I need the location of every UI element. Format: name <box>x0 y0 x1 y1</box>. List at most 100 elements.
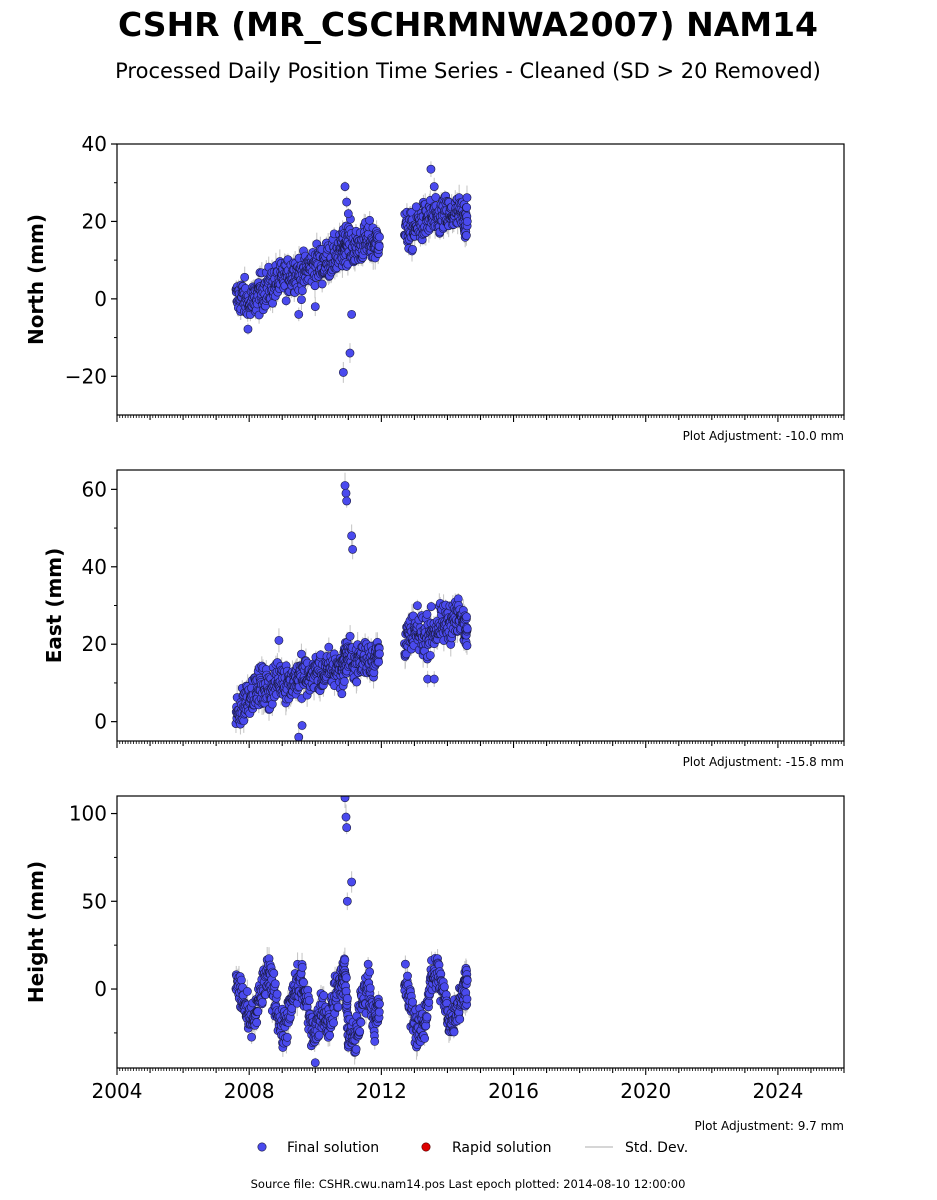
data-point <box>347 309 357 319</box>
data-point <box>297 286 307 296</box>
data-point <box>297 295 306 305</box>
y-tick-label: 60 <box>82 477 107 501</box>
data-point <box>400 959 410 969</box>
data-point <box>422 609 432 619</box>
y-axis-label: East (mm) <box>42 548 66 664</box>
data-point <box>426 164 436 174</box>
data-point <box>341 488 351 498</box>
data-point <box>310 302 320 311</box>
data-point <box>462 217 472 226</box>
data-point <box>341 986 351 996</box>
plot-area <box>231 796 472 1068</box>
data-point <box>253 1007 263 1017</box>
data-point <box>310 281 320 291</box>
y-tick-label: 0 <box>94 287 107 311</box>
data-point <box>440 982 449 992</box>
data-point <box>294 732 304 741</box>
data-point <box>333 1002 343 1012</box>
data-point <box>338 368 348 377</box>
data-point <box>462 624 472 634</box>
data-point <box>294 309 304 319</box>
data-point <box>348 544 358 554</box>
data-point <box>337 689 347 699</box>
data-point <box>342 896 352 906</box>
data-point <box>462 994 472 1004</box>
data-point <box>281 296 291 306</box>
plot-frame <box>116 795 845 1069</box>
plot-frame <box>116 143 845 416</box>
data-point <box>375 999 384 1009</box>
data-point <box>236 975 246 985</box>
data-point <box>343 209 353 219</box>
data-point <box>272 989 282 999</box>
panel-north: −20 0 20 40 North (mm) Plot Adjustment: -10.0… <box>24 132 845 443</box>
plot-adjustment: Plot Adjustment: -15.8 mm <box>683 755 844 769</box>
data-point <box>341 812 351 822</box>
data-point <box>282 1032 292 1042</box>
data-point <box>425 650 435 660</box>
data-point <box>408 245 418 254</box>
data-point <box>270 979 280 989</box>
data-point <box>340 796 350 803</box>
data-point <box>462 641 472 651</box>
final-solution-points <box>231 796 472 1068</box>
data-point <box>411 202 421 212</box>
data-point <box>314 1030 324 1040</box>
data-point <box>375 232 384 242</box>
data-point <box>449 1027 459 1037</box>
data-point <box>403 971 412 981</box>
data-point <box>462 193 472 203</box>
data-point <box>351 1044 361 1054</box>
data-point <box>370 1036 380 1046</box>
data-point <box>365 967 375 977</box>
data-point <box>462 612 471 622</box>
y-tick-label: 0 <box>94 710 107 734</box>
data-point <box>240 272 250 282</box>
data-point <box>267 699 277 709</box>
data-point <box>375 649 384 659</box>
data-point <box>429 674 439 684</box>
data-point <box>426 602 436 611</box>
figure-title: CSHR (MR_CSCHRMNWA2007) NAM14 <box>118 5 818 44</box>
data-point <box>319 991 329 1000</box>
data-point <box>355 1027 365 1036</box>
data-point <box>340 676 349 686</box>
data-point <box>345 631 355 641</box>
data-point <box>297 649 306 659</box>
data-point <box>356 1017 366 1027</box>
data-point <box>297 962 307 972</box>
plot-area <box>231 472 472 741</box>
final-solution-points <box>231 481 472 741</box>
data-point <box>455 1014 465 1024</box>
data-point <box>342 823 352 832</box>
data-point <box>342 197 352 207</box>
data-point <box>242 987 252 996</box>
plot-area <box>231 161 472 383</box>
data-point <box>340 481 350 490</box>
figure-subtitle: Processed Daily Position Time Series - C… <box>115 59 821 83</box>
data-point <box>347 877 357 887</box>
data-point <box>413 601 422 611</box>
final-solution-points <box>231 164 472 377</box>
data-point <box>352 677 362 687</box>
y-tick-label: 40 <box>82 555 107 579</box>
data-point <box>365 983 375 993</box>
data-point <box>299 978 308 987</box>
data-point <box>304 995 314 1005</box>
data-point <box>324 642 334 652</box>
data-point <box>422 1012 432 1022</box>
data-point <box>257 997 267 1007</box>
data-point <box>461 231 471 240</box>
y-axis-label: North (mm) <box>24 214 48 345</box>
plot-adjustment: Plot Adjustment: -10.0 mm <box>683 429 844 443</box>
data-point <box>342 496 352 506</box>
data-point <box>243 324 253 334</box>
panel-east: 0 20 40 60 East (mm) Plot Adjustment: -15.8 m… <box>42 469 845 769</box>
data-point <box>363 959 373 969</box>
data-point <box>329 1018 338 1028</box>
data-point <box>310 1058 320 1068</box>
data-point <box>341 973 351 983</box>
data-point <box>420 1034 430 1043</box>
